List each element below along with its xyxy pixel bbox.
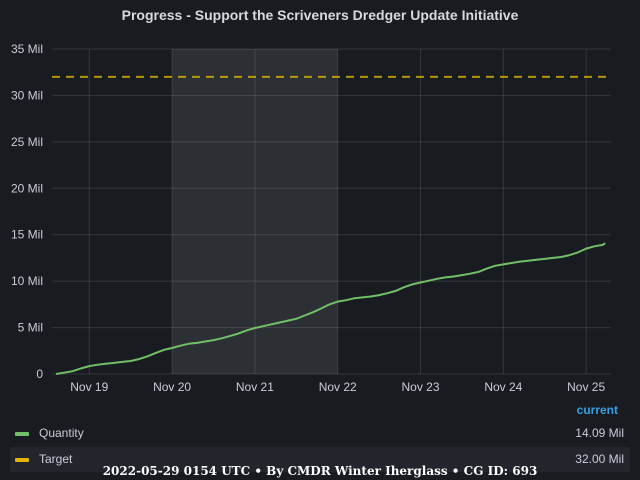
legend-row-target[interactable]: Target 32.00 Mil — [10, 447, 630, 472]
legend-value-target: 32.00 Mil — [575, 452, 624, 466]
y-tick-label: 10 Mil — [11, 274, 43, 288]
y-tick-label: 35 Mil — [11, 42, 43, 56]
legend-value-quantity: 14.09 Mil — [575, 426, 624, 440]
x-tick-label: Nov 20 — [153, 380, 191, 394]
legend-column-header-current[interactable]: current — [576, 403, 618, 417]
y-tick-label: 15 Mil — [11, 228, 43, 242]
y-tick-label: 30 Mil — [11, 88, 43, 102]
y-tick-label: 5 Mil — [18, 321, 43, 335]
footer-credit: 2022-05-29 0154 UTC • By CMDR Winter Ihe… — [102, 464, 538, 478]
x-tick-label: Nov 23 — [402, 380, 440, 394]
x-tick-label: Nov 21 — [236, 380, 274, 394]
line-chart[interactable]: 0 5 Mil 10 Mil 15 Mil 20 Mil 25 Mil 30 Mil 35 M… — [0, 0, 640, 400]
x-tick-label: Nov 22 — [319, 380, 357, 394]
legend-row-quantity[interactable]: Quantity 14.09 Mil — [10, 421, 630, 446]
y-tick-label: 20 Mil — [11, 181, 43, 195]
legend-name-quantity: Quantity — [39, 426, 84, 440]
highlight-region — [172, 49, 338, 374]
x-tick-label: Nov 25 — [567, 380, 605, 394]
y-tick-label: 25 Mil — [11, 135, 43, 149]
y-tick-label: 0 — [36, 367, 43, 381]
series-line-quantity — [55, 242, 606, 375]
x-tick-label: Nov 24 — [484, 380, 522, 394]
chart-title: Progress - Support the Scriveners Dredge… — [121, 7, 519, 23]
quantity-swatch — [15, 432, 29, 436]
legend-name-target: Target — [39, 452, 73, 466]
x-tick-label: Nov 19 — [70, 380, 108, 394]
target-swatch — [15, 458, 29, 462]
